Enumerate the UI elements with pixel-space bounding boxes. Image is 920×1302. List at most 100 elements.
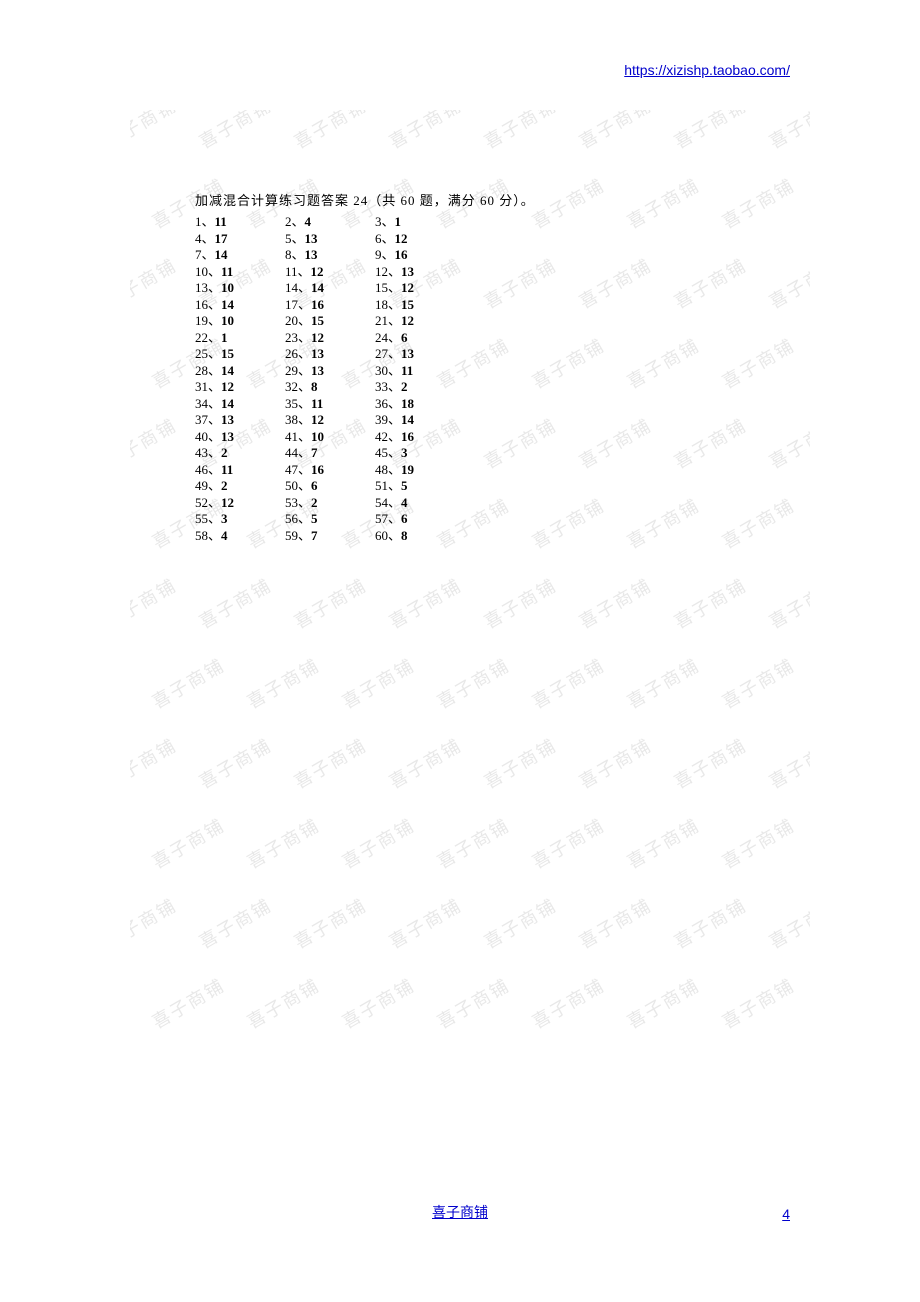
answer-cell: 32、8 xyxy=(285,380,375,393)
watermark-text: 喜子商铺 xyxy=(130,252,181,315)
watermark-text: 喜子商铺 xyxy=(526,812,608,875)
watermark-text: 喜子商铺 xyxy=(716,172,798,235)
watermark-text: 喜子商铺 xyxy=(764,110,810,154)
watermark-text: 喜子商铺 xyxy=(146,652,228,715)
answer-cell: 20、15 xyxy=(285,314,375,327)
answer-row: 37、1338、1239、14 xyxy=(195,413,725,426)
watermark-text: 喜子商铺 xyxy=(669,732,751,795)
watermark-text: 喜子商铺 xyxy=(194,572,276,635)
watermark-text: 喜子商铺 xyxy=(716,972,798,1030)
answer-cell: 9、16 xyxy=(375,248,465,261)
answer-cell: 12、13 xyxy=(375,265,465,278)
watermark-text: 喜子商铺 xyxy=(130,732,181,795)
watermark-text: 喜子商铺 xyxy=(526,972,608,1030)
watermark-text: 喜子商铺 xyxy=(130,412,181,475)
answer-cell: 29、13 xyxy=(285,364,375,377)
answer-row: 43、244、745、3 xyxy=(195,446,725,459)
answer-row: 49、250、651、5 xyxy=(195,479,725,492)
watermark-text: 喜子商铺 xyxy=(479,892,561,955)
answer-cell: 38、12 xyxy=(285,413,375,426)
answer-cell: 15、12 xyxy=(375,281,465,294)
watermark-text: 喜子商铺 xyxy=(764,412,810,475)
answer-cell: 37、13 xyxy=(195,413,285,426)
answer-row: 52、1253、254、4 xyxy=(195,496,725,509)
answer-cell: 18、15 xyxy=(375,298,465,311)
content-area: 加减混合计算练习题答案 24（共 60 题，满分 60 分）。 1、112、43… xyxy=(195,190,725,545)
answer-cell: 2、4 xyxy=(285,215,375,228)
watermark-text: 喜子商铺 xyxy=(384,732,466,795)
watermark-text: 喜子商铺 xyxy=(431,812,513,875)
watermark-text: 喜子商铺 xyxy=(621,652,703,715)
watermark-text: 喜子商铺 xyxy=(526,652,608,715)
answer-cell: 53、2 xyxy=(285,496,375,509)
answer-cell: 60、8 xyxy=(375,529,465,542)
watermark-text: 喜子商铺 xyxy=(130,572,181,635)
watermark-text: 喜子商铺 xyxy=(336,972,418,1030)
answer-row: 46、1147、1648、19 xyxy=(195,463,725,476)
answer-row: 7、148、139、16 xyxy=(195,248,725,261)
answer-cell: 11、12 xyxy=(285,265,375,278)
answer-row: 16、1417、1618、15 xyxy=(195,298,725,311)
watermark-text: 喜子商铺 xyxy=(479,732,561,795)
watermark-text: 喜子商铺 xyxy=(716,492,798,555)
answer-cell: 1、11 xyxy=(195,215,285,228)
watermark-text: 喜子商铺 xyxy=(716,332,798,395)
answer-cell: 21、12 xyxy=(375,314,465,327)
answer-cell: 40、13 xyxy=(195,430,285,443)
answer-cell: 34、14 xyxy=(195,397,285,410)
watermark-text: 喜子商铺 xyxy=(194,892,276,955)
answer-cell: 46、11 xyxy=(195,463,285,476)
watermark-text: 喜子商铺 xyxy=(716,652,798,715)
watermark-text: 喜子商铺 xyxy=(336,652,418,715)
watermark-text: 喜子商铺 xyxy=(764,572,810,635)
answer-cell: 10、11 xyxy=(195,265,285,278)
watermark-text: 喜子商铺 xyxy=(194,732,276,795)
header-url-link[interactable]: https://xizishp.taobao.com/ xyxy=(624,62,790,78)
watermark-text: 喜子商铺 xyxy=(621,812,703,875)
watermark-text: 喜子商铺 xyxy=(431,972,513,1030)
answer-cell: 35、11 xyxy=(285,397,375,410)
watermark-text: 喜子商铺 xyxy=(194,110,276,154)
answers-table: 1、112、43、14、175、136、127、148、139、1610、111… xyxy=(195,215,725,542)
answer-cell: 25、15 xyxy=(195,347,285,360)
watermark-text: 喜子商铺 xyxy=(574,110,656,154)
answer-cell: 44、7 xyxy=(285,446,375,459)
answer-cell: 43、2 xyxy=(195,446,285,459)
answer-cell: 48、19 xyxy=(375,463,465,476)
answer-row: 13、1014、1415、12 xyxy=(195,281,725,294)
document-title: 加减混合计算练习题答案 24（共 60 题，满分 60 分）。 xyxy=(195,190,725,209)
answer-cell: 28、14 xyxy=(195,364,285,377)
answer-cell: 33、2 xyxy=(375,380,465,393)
answer-cell: 23、12 xyxy=(285,331,375,344)
answer-cell: 59、7 xyxy=(285,529,375,542)
watermark-text: 喜子商铺 xyxy=(146,972,228,1030)
answer-cell: 47、16 xyxy=(285,463,375,476)
answer-row: 19、1020、1521、12 xyxy=(195,314,725,327)
page-number: 4 xyxy=(782,1206,790,1222)
watermark-text: 喜子商铺 xyxy=(384,110,466,154)
watermark-text: 喜子商铺 xyxy=(146,812,228,875)
answer-row: 10、1111、1212、13 xyxy=(195,265,725,278)
answer-row: 40、1341、1042、16 xyxy=(195,430,725,443)
watermark-text: 喜子商铺 xyxy=(574,572,656,635)
watermark-text: 喜子商铺 xyxy=(384,892,466,955)
watermark-text: 喜子商铺 xyxy=(241,812,323,875)
answer-row: 34、1435、1136、18 xyxy=(195,397,725,410)
answer-cell: 54、4 xyxy=(375,496,465,509)
answer-cell: 22、1 xyxy=(195,331,285,344)
watermark-text: 喜子商铺 xyxy=(289,892,371,955)
watermark-text: 喜子商铺 xyxy=(669,892,751,955)
watermark-text: 喜子商铺 xyxy=(669,572,751,635)
answer-cell: 3、1 xyxy=(375,215,465,228)
answer-cell: 16、14 xyxy=(195,298,285,311)
answer-cell: 50、6 xyxy=(285,479,375,492)
answer-cell: 14、14 xyxy=(285,281,375,294)
watermark-text: 喜子商铺 xyxy=(241,972,323,1030)
answer-cell: 55、3 xyxy=(195,512,285,525)
answer-cell: 19、10 xyxy=(195,314,285,327)
answer-cell: 17、16 xyxy=(285,298,375,311)
watermark-text: 喜子商铺 xyxy=(574,732,656,795)
answer-cell: 56、5 xyxy=(285,512,375,525)
watermark-text: 喜子商铺 xyxy=(574,892,656,955)
footer-shop-link[interactable]: 喜子商铺 xyxy=(432,1202,488,1222)
